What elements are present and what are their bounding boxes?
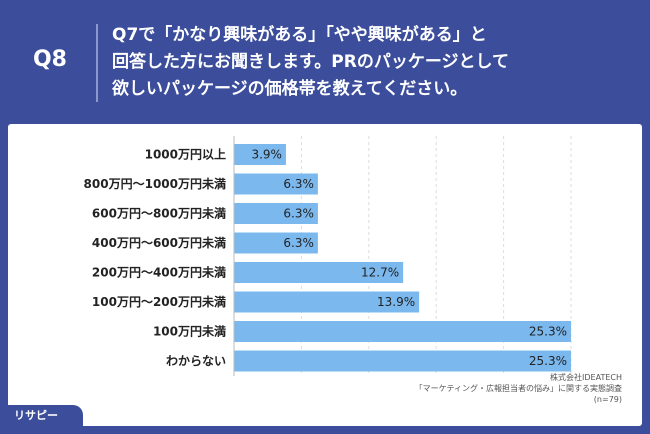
category-label: 200万円〜400万円未満	[92, 265, 226, 280]
bar	[234, 203, 318, 224]
question-header: Q8 Q7で「かなり興味がある」「やや興味がある」と 回答した方にお聞きします。…	[0, 0, 650, 124]
source-note: 株式会社IDEATECH 「マーケティング・広報担当者の悩み」に関する実態調査 …	[415, 372, 622, 405]
value-label: 6.3%	[283, 236, 314, 250]
category-label: 600万円〜800万円未満	[92, 206, 226, 221]
bar-chart: 1000万円以上 3.9% 800万円〜1000万円未満 6.3% 600万円〜800万…	[84, 136, 572, 376]
value-label: 3.9%	[251, 148, 282, 162]
chart-panel: 1000万円以上 3.9% 800万円〜1000万円未満 6.3% 600万円〜800万…	[8, 124, 642, 426]
question-text: Q7で「かなり興味がある」「やや興味がある」と 回答した方にお聞きします。PRの…	[112, 22, 632, 103]
value-label: 6.3%	[283, 207, 314, 221]
value-label: 12.7%	[361, 266, 399, 280]
value-label: 25.3%	[529, 354, 567, 368]
source-survey: 「マーケティング・広報担当者の悩み」に関する実態調査	[414, 384, 622, 393]
bar	[234, 173, 318, 195]
bar	[234, 144, 286, 165]
category-label: 100万円〜200万円未満	[92, 294, 226, 309]
category-label: 1000万円以上	[145, 147, 226, 162]
bar	[234, 262, 404, 283]
header-divider	[96, 24, 98, 102]
category-label: わからない	[166, 354, 226, 368]
source-company: 株式会社IDEATECH	[550, 373, 622, 382]
risapi-logo: リサピー	[8, 405, 83, 426]
bar	[234, 232, 318, 254]
bar	[234, 350, 571, 372]
value-label: 13.9%	[377, 295, 415, 309]
logo-text: リサピー	[14, 409, 58, 422]
category-label: 400万円〜600万円未満	[92, 235, 226, 250]
question-line-3: 欲しいパッケージの価格帯を教えてください。	[112, 79, 468, 99]
question-line-1: Q7で「かなり興味がある」「やや興味がある」と	[112, 25, 487, 45]
question-line-2: 回答した方にお聞きします。PRのパッケージとして	[112, 52, 509, 72]
bar	[234, 321, 571, 342]
value-label: 25.3%	[529, 325, 567, 339]
source-sample-size: (n=79)	[593, 395, 622, 404]
value-label: 6.3%	[283, 177, 314, 191]
category-label: 800万円〜1000万円未満	[84, 176, 226, 191]
bar	[234, 291, 420, 313]
question-number-badge: Q8	[32, 47, 67, 72]
category-label: 100万円未満	[153, 324, 226, 339]
